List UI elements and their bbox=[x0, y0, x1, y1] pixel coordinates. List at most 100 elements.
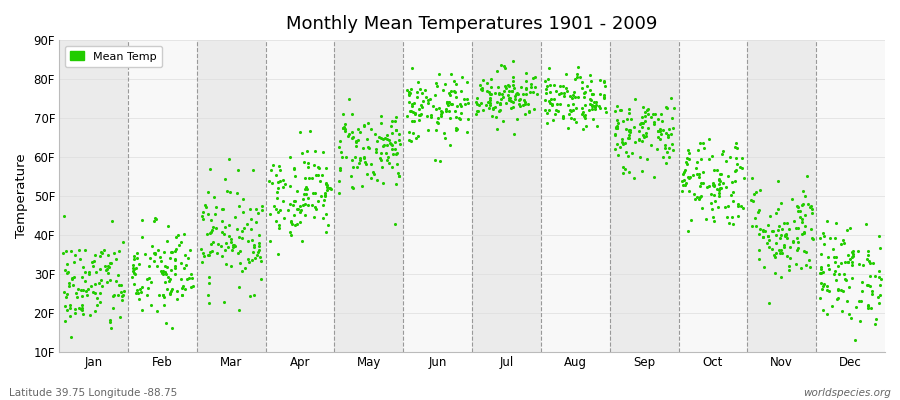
Point bbox=[341, 132, 356, 139]
Point bbox=[335, 154, 349, 160]
Point bbox=[778, 242, 792, 248]
Point bbox=[346, 128, 360, 135]
Point bbox=[184, 271, 198, 278]
Point bbox=[157, 249, 171, 256]
Point bbox=[771, 223, 786, 229]
Point bbox=[496, 88, 510, 94]
Point bbox=[583, 72, 598, 78]
Point bbox=[830, 296, 844, 302]
Point bbox=[837, 270, 851, 277]
Point bbox=[871, 294, 886, 300]
Point bbox=[865, 291, 879, 298]
Point bbox=[640, 156, 654, 162]
Point bbox=[392, 130, 406, 137]
Point bbox=[641, 106, 655, 112]
Point bbox=[319, 181, 333, 187]
Point bbox=[157, 302, 171, 308]
Point bbox=[622, 132, 636, 139]
Point bbox=[796, 218, 810, 225]
Point bbox=[820, 283, 834, 289]
Point bbox=[636, 104, 651, 110]
Point bbox=[795, 216, 809, 222]
Point bbox=[172, 241, 186, 248]
Point bbox=[79, 292, 94, 299]
Point bbox=[202, 252, 216, 258]
Point bbox=[832, 295, 846, 301]
Point bbox=[385, 164, 400, 170]
Point bbox=[290, 220, 304, 227]
Point bbox=[729, 154, 743, 161]
Point bbox=[448, 127, 463, 134]
Point bbox=[638, 132, 652, 139]
Point bbox=[745, 223, 760, 229]
Point bbox=[277, 181, 292, 188]
Point bbox=[346, 164, 361, 171]
Point bbox=[744, 174, 759, 181]
Point bbox=[554, 83, 568, 90]
Point bbox=[680, 161, 695, 167]
Point bbox=[779, 235, 794, 241]
Point bbox=[519, 84, 534, 91]
Point bbox=[380, 142, 394, 148]
Point bbox=[202, 165, 217, 172]
Point bbox=[774, 232, 788, 238]
Point bbox=[762, 300, 777, 306]
Point bbox=[843, 314, 858, 321]
Point bbox=[99, 265, 113, 272]
Point bbox=[444, 142, 458, 148]
Point bbox=[542, 107, 556, 113]
Point bbox=[321, 184, 336, 191]
Point bbox=[652, 128, 667, 134]
Point bbox=[130, 250, 145, 256]
Point bbox=[653, 111, 668, 118]
Point bbox=[491, 84, 506, 90]
Point bbox=[142, 255, 157, 261]
Point bbox=[405, 100, 419, 107]
Point bbox=[728, 167, 742, 174]
Point bbox=[575, 104, 590, 111]
Point bbox=[527, 74, 542, 80]
Point bbox=[194, 246, 209, 253]
Point bbox=[529, 91, 544, 98]
Point bbox=[662, 126, 676, 132]
Point bbox=[544, 96, 558, 102]
Point bbox=[404, 138, 419, 144]
Point bbox=[311, 163, 326, 170]
Point bbox=[336, 124, 350, 131]
Point bbox=[383, 123, 398, 129]
Point bbox=[733, 164, 747, 170]
Point bbox=[319, 180, 333, 186]
Point bbox=[295, 237, 310, 244]
Point bbox=[378, 134, 392, 141]
Point bbox=[751, 209, 765, 215]
Point bbox=[706, 182, 721, 189]
Point bbox=[749, 189, 763, 195]
Point bbox=[476, 76, 491, 83]
Point bbox=[246, 167, 260, 173]
Point bbox=[618, 149, 633, 156]
Point bbox=[56, 250, 70, 256]
Point bbox=[593, 90, 608, 97]
Point bbox=[427, 102, 441, 109]
Point bbox=[831, 263, 845, 269]
Point bbox=[495, 118, 509, 124]
Point bbox=[805, 205, 819, 212]
Point bbox=[756, 233, 770, 240]
Point bbox=[491, 91, 506, 98]
Point bbox=[403, 90, 418, 96]
Point bbox=[241, 259, 256, 266]
Point bbox=[526, 88, 541, 95]
Point bbox=[87, 308, 102, 314]
Point bbox=[345, 184, 359, 190]
Point bbox=[404, 103, 419, 109]
Point bbox=[844, 259, 859, 265]
Point bbox=[675, 188, 689, 195]
Point bbox=[94, 283, 109, 290]
Bar bbox=[541, 40, 609, 352]
Point bbox=[794, 264, 808, 271]
Point bbox=[632, 136, 646, 143]
Point bbox=[689, 194, 704, 200]
Point bbox=[698, 144, 712, 151]
Point bbox=[868, 321, 883, 327]
Point bbox=[767, 252, 781, 258]
